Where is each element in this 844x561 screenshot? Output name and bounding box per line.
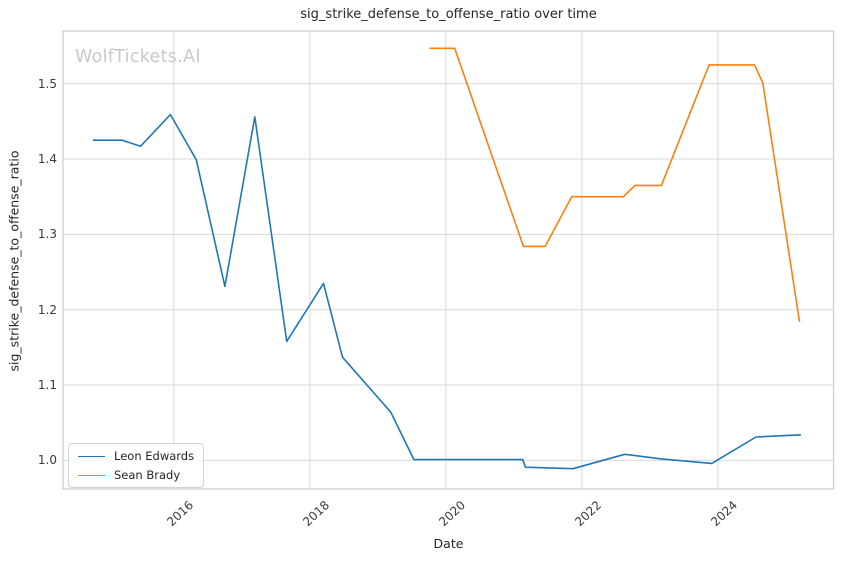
y-tick-label: 1.0 (37, 453, 57, 468)
y-axis-label: sig_strike_defense_to_offense_ratio (6, 150, 22, 372)
legend-item-sean-brady: Sean Brady (78, 467, 194, 483)
x-axis-label: Date (433, 536, 464, 551)
series-line-sean-brady (429, 47, 801, 322)
y-tick-label: 1.4 (37, 152, 57, 167)
watermark: WolfTickets.AI (75, 47, 201, 67)
y-tick-label: 1.5 (37, 76, 57, 91)
series-line-leon-edwards (92, 113, 801, 470)
y-tick-label: 1.1 (37, 378, 57, 393)
legend-line-swatch-orange (78, 474, 105, 476)
legend-label-sean-brady: Sean Brady (114, 468, 181, 482)
plot-border (62, 30, 835, 490)
legend-line-swatch-blue (78, 455, 105, 457)
y-tick-label: 1.3 (37, 227, 57, 242)
legend-item-leon-edwards: Leon Edwards (78, 448, 194, 464)
chart-title: sig_strike_defense_to_offense_ratio over… (300, 7, 597, 22)
legend: Leon Edwards Sean Brady (68, 443, 205, 488)
y-tick-label: 1.2 (37, 302, 57, 317)
legend-label-leon-edwards: Leon Edwards (114, 449, 195, 463)
